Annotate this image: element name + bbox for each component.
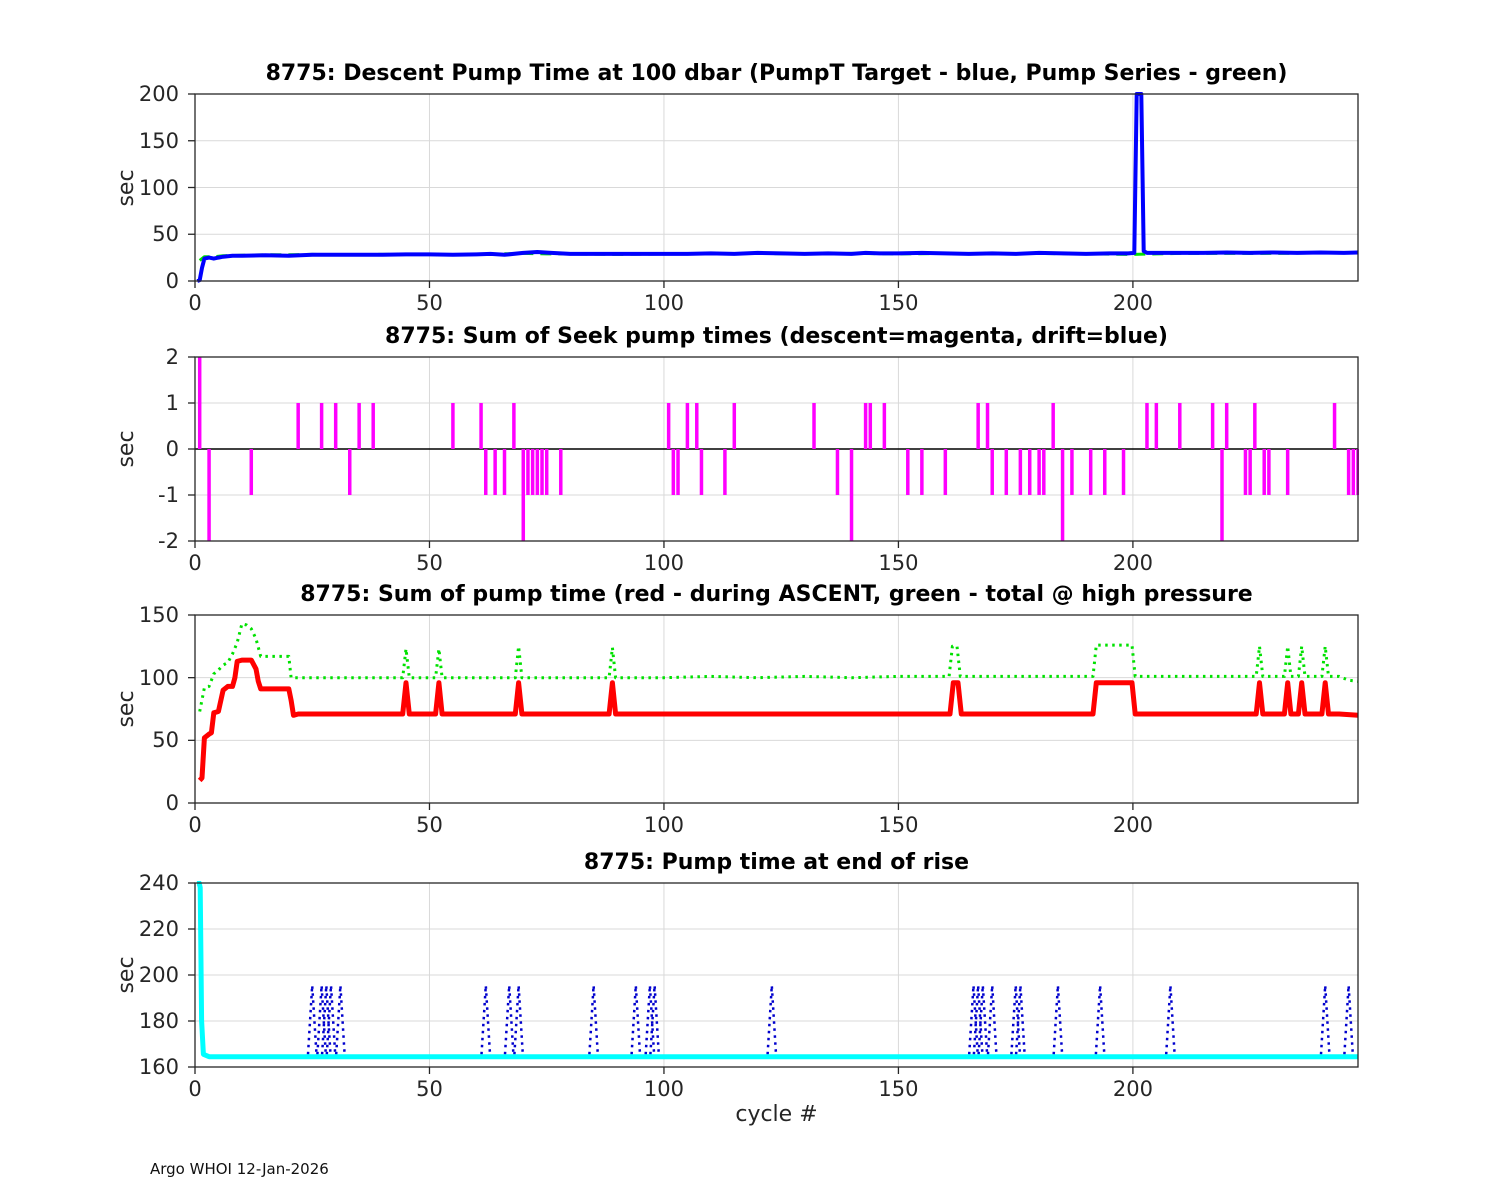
x-tick-label: 150 — [878, 291, 919, 315]
x-tick-label: 150 — [878, 551, 919, 575]
x-tick-label: 200 — [1112, 813, 1153, 837]
y-axis-label: sec — [114, 690, 139, 728]
plot-area — [188, 356, 1359, 548]
y-tick-label: -2 — [158, 529, 179, 553]
y-tick-label: 200 — [138, 82, 179, 106]
x-axis-label: cycle # — [735, 1102, 818, 1127]
chart-pump-time-end-of-rise: 8775: Pump time at end of rise 0 50 100 150… — [114, 850, 1370, 1101]
y-axis-label: sec — [114, 168, 139, 207]
x-tick-label: 100 — [643, 813, 684, 837]
y-tick-label: -1 — [158, 483, 179, 507]
x-tick-label: 100 — [643, 551, 684, 575]
x-tick-label: 150 — [878, 813, 919, 837]
plot-area — [188, 92, 1359, 288]
series-descent — [197, 357, 1359, 541]
y-tick-label: 50 — [152, 222, 179, 247]
series-pump-time-at-end-of-rise — [196, 881, 1358, 1060]
x-tick-label: 200 — [1112, 1077, 1153, 1101]
y-tick-label: 0 — [165, 269, 179, 293]
x-tick-label: 0 — [188, 813, 202, 837]
x-tick-label: 100 — [643, 1077, 684, 1101]
chart-title: 8775: Sum of Seek pump times (descent=ma… — [385, 324, 1168, 349]
series-pumpt-target — [196, 92, 1359, 283]
chart-title: 8775: Sum of pump time (red - during ASC… — [300, 582, 1253, 607]
x-tick-label: 0 — [188, 551, 202, 575]
chart-seek-pump-times: 8775: Sum of Seek pump times (descent=ma… — [114, 324, 1370, 575]
chart-title: 8775: Pump time at end of rise — [583, 850, 970, 875]
series-total-high-pressure — [198, 622, 1359, 712]
x-tick-label: 50 — [416, 291, 443, 315]
y-tick-label: 240 — [138, 871, 179, 895]
chart-title: 8775: Descent Pump Time at 100 dbar (Pum… — [265, 61, 1288, 86]
y-tick-label: 160 — [138, 1055, 179, 1079]
y-tick-label: 200 — [138, 963, 179, 987]
y-axis-label: sec — [114, 430, 139, 468]
x-tick-label: 50 — [416, 813, 443, 837]
x-tick-label: 0 — [188, 291, 202, 315]
y-tick-label: 100 — [138, 175, 179, 200]
plot-area — [188, 614, 1359, 810]
x-tick-label: 200 — [1112, 291, 1153, 315]
x-tick-label: 50 — [416, 1077, 443, 1101]
y-axis-label: sec — [114, 956, 139, 994]
y-tick-label: 0 — [165, 437, 179, 461]
chart-sum-pump-time: 8775: Sum of pump time (red - during ASC… — [114, 582, 1370, 837]
x-tick-label: 150 — [878, 1077, 919, 1101]
y-tick-label: 150 — [138, 603, 179, 627]
plot-area — [188, 881, 1359, 1074]
y-tick-label: 180 — [138, 1009, 179, 1033]
y-tick-label: 50 — [152, 728, 179, 753]
chart-descent-pump-time: 8775: Descent Pump Time at 100 dbar (Pum… — [114, 61, 1370, 315]
y-tick-label: 1 — [165, 391, 179, 415]
series-pump-time-spikes — [306, 985, 1355, 1055]
y-tick-label: 220 — [138, 917, 179, 941]
y-tick-label: 100 — [138, 665, 179, 690]
x-tick-label: 50 — [416, 551, 443, 575]
y-tick-label: 150 — [138, 128, 179, 153]
y-tick-label: 0 — [165, 791, 179, 815]
x-tick-label: 200 — [1112, 551, 1153, 575]
figure-footer: Argo WHOI 12-Jan-2026 — [150, 1160, 329, 1178]
x-tick-label: 0 — [188, 1077, 202, 1101]
series-during-ascent — [197, 657, 1359, 783]
x-tick-label: 100 — [643, 291, 684, 315]
y-tick-label: 2 — [165, 345, 179, 369]
